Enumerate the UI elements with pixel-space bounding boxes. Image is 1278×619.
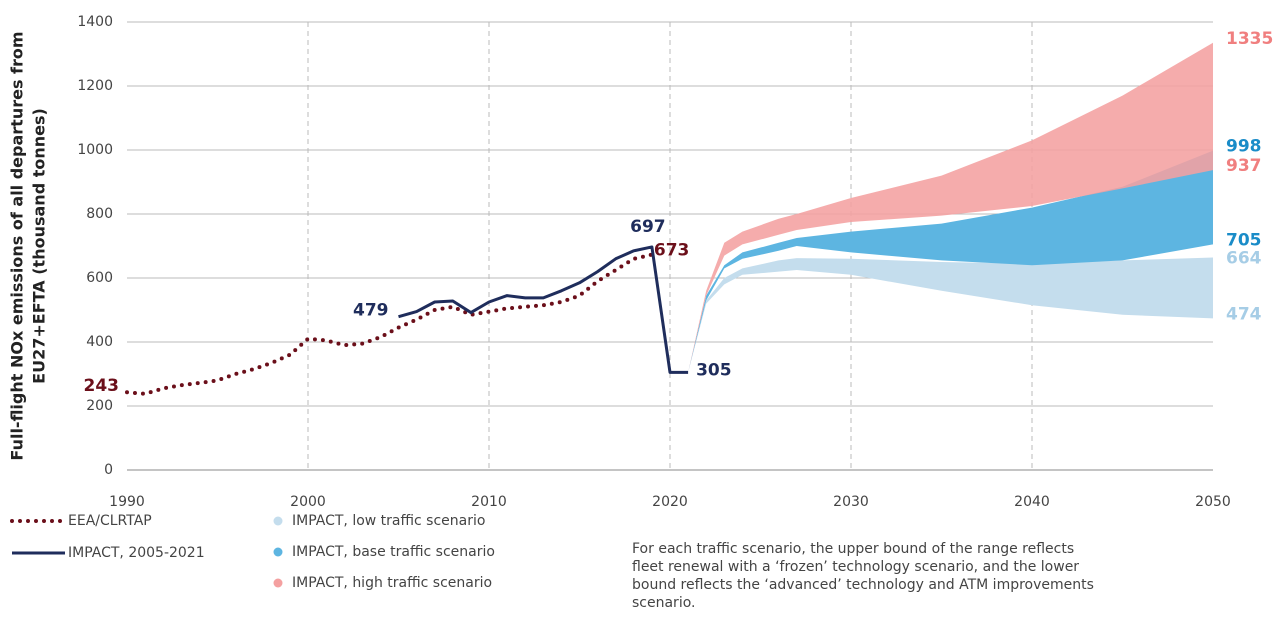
legend-label: IMPACT, high traffic scenario	[292, 575, 492, 591]
x-tick-label: 1990	[109, 494, 145, 510]
legend-label: IMPACT, 2005-2021	[68, 545, 205, 561]
x-tick-label: 2030	[833, 494, 869, 510]
y-tick-label: 200	[86, 398, 113, 414]
data-label: 673	[654, 241, 690, 261]
y-tick-label: 600	[86, 270, 113, 286]
data-label: 664	[1226, 248, 1262, 268]
series-line	[398, 245, 689, 374]
legend-swatch	[273, 578, 283, 588]
y-label-line: Full-flight NOx emissions of all departu…	[8, 31, 27, 460]
data-label: 474	[1226, 304, 1262, 324]
data-label: 243	[84, 376, 120, 396]
data-label: 705	[1226, 230, 1262, 250]
data-label: 998	[1226, 137, 1262, 157]
scenario-band	[688, 257, 1213, 373]
note: For each traffic scenario, the upper bou…	[632, 541, 1094, 611]
scenario-band	[688, 42, 1213, 373]
y-tick-label: 1000	[77, 142, 113, 158]
legend-label: IMPACT, base traffic scenario	[292, 544, 495, 560]
y-axis-label: Full-flight NOx emissions of all departu…	[8, 31, 49, 460]
legend-swatch	[273, 547, 283, 557]
y-label-line: EU27+EFTA (thousand tonnes)	[30, 108, 49, 384]
legend-label: EEA/CLRTAP	[68, 513, 152, 529]
data-label: 1335	[1226, 29, 1273, 49]
x-tick-label: 2000	[290, 494, 326, 510]
y-tick-label: 1400	[77, 14, 113, 30]
y-tick-label: 800	[86, 206, 113, 222]
series-line	[125, 252, 654, 396]
y-tick-label: 0	[104, 462, 113, 478]
y-tick-label: 1200	[77, 78, 113, 94]
scenario-band	[688, 150, 1213, 373]
legend-swatch	[273, 516, 283, 526]
data-label: 697	[630, 217, 666, 237]
data-label: 305	[696, 360, 732, 380]
data-label: 479	[353, 301, 389, 321]
x-tick-label: 2040	[1014, 494, 1050, 510]
data-label: 937	[1226, 156, 1262, 176]
x-tick-label: 2020	[652, 494, 688, 510]
legend-label: IMPACT, low traffic scenario	[292, 513, 485, 529]
x-tick-label: 2010	[471, 494, 507, 510]
y-tick-label: 400	[86, 334, 113, 350]
x-tick-label: 2050	[1195, 494, 1231, 510]
